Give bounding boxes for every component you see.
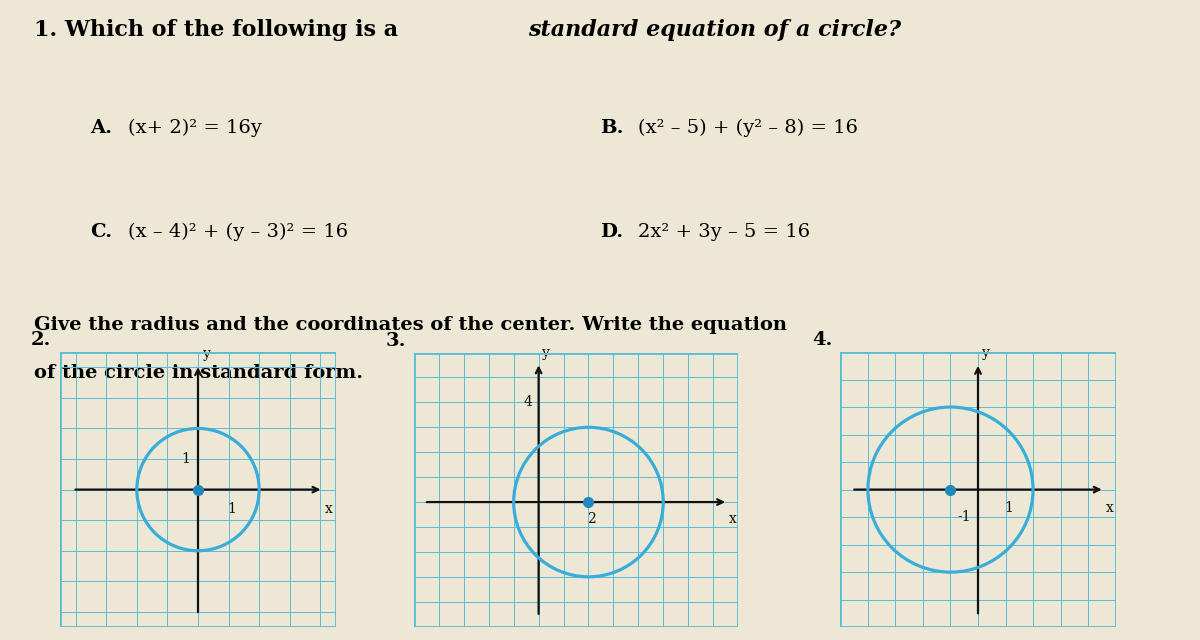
Text: 4: 4 [523, 396, 533, 410]
Text: D.: D. [600, 223, 623, 241]
Text: x: x [730, 512, 737, 526]
Text: 3.: 3. [386, 332, 407, 350]
Text: x: x [325, 502, 332, 516]
Text: y: y [982, 346, 990, 360]
Text: 4.: 4. [811, 332, 832, 349]
Text: 1: 1 [227, 502, 236, 516]
Text: x: x [1106, 500, 1114, 515]
Text: C.: C. [90, 223, 112, 241]
Text: 2: 2 [587, 512, 595, 526]
Text: Give the radius and the coordinates of the center. Write the equation: Give the radius and the coordinates of t… [34, 316, 787, 333]
Text: of the circle in standard form.: of the circle in standard form. [34, 364, 362, 382]
Text: 1. Which of the following is a: 1. Which of the following is a [34, 19, 406, 40]
Text: B.: B. [600, 119, 624, 137]
Text: (x² – 5) + (y² – 8) = 16: (x² – 5) + (y² – 8) = 16 [638, 119, 858, 137]
Text: A.: A. [90, 119, 112, 137]
Text: (x+ 2)² = 16y: (x+ 2)² = 16y [128, 119, 263, 137]
Text: 1: 1 [1004, 500, 1013, 515]
Text: 2.: 2. [31, 331, 52, 349]
Text: 1: 1 [181, 452, 191, 466]
Text: 2x² + 3y – 5 = 16: 2x² + 3y – 5 = 16 [638, 223, 810, 241]
Text: standard equation of a circle?: standard equation of a circle? [528, 19, 901, 40]
Text: (x – 4)² + (y – 3)² = 16: (x – 4)² + (y – 3)² = 16 [128, 223, 348, 241]
Text: y: y [542, 346, 551, 360]
Text: -1: -1 [958, 510, 971, 524]
Text: y: y [203, 347, 210, 361]
